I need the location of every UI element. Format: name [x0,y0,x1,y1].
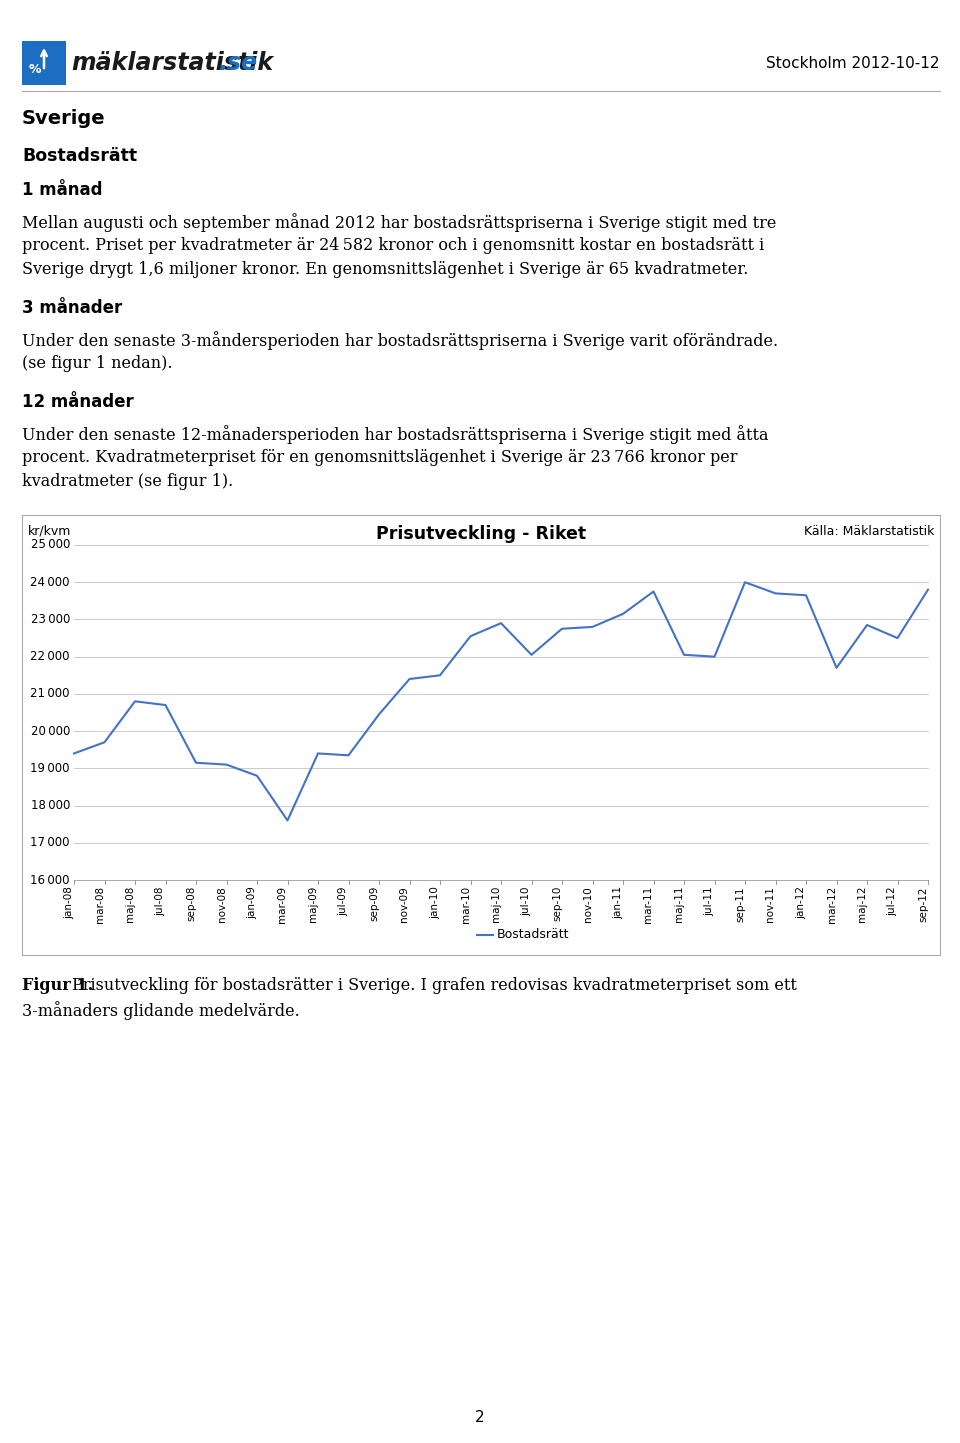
Text: Under den senaste 12-månadersperioden har bostadsrättspriserna i Sverige stigit : Under den senaste 12-månadersperioden ha… [22,426,769,444]
Text: maj-10: maj-10 [491,886,501,922]
Text: Figur 1.: Figur 1. [22,977,93,994]
Text: 23 000: 23 000 [31,613,70,626]
Text: mar-08: mar-08 [94,886,105,924]
Text: 3-månaders glidande medelvärde.: 3-månaders glidande medelvärde. [22,1001,300,1020]
Text: %: % [29,63,41,76]
Text: (se figur 1 nedan).: (se figur 1 nedan). [22,355,173,372]
Text: Stockholm 2012-10-12: Stockholm 2012-10-12 [766,55,940,71]
Text: 19 000: 19 000 [31,762,70,775]
Text: Sverige: Sverige [22,110,106,128]
Text: jan-12: jan-12 [796,886,806,919]
Text: jan-08: jan-08 [64,886,74,919]
Text: Under den senaste 3-måndersperioden har bostadsrättspriserna i Sverige varit ofö: Under den senaste 3-måndersperioden har … [22,330,779,349]
Text: jul-10: jul-10 [521,886,532,915]
Text: sep-11: sep-11 [735,886,745,922]
Text: jan-11: jan-11 [613,886,623,919]
Text: sep-10: sep-10 [552,886,562,922]
Text: maj-11: maj-11 [674,886,684,922]
Text: Prisutveckling - Riket: Prisutveckling - Riket [376,525,586,543]
Text: procent. Priset per kvadratmeter är 24 582 kronor och i genomsnitt kostar en bos: procent. Priset per kvadratmeter är 24 5… [22,237,764,254]
Text: jul-08: jul-08 [156,886,165,915]
Text: mar-09: mar-09 [277,886,287,924]
Text: 3 månader: 3 månader [22,299,122,317]
Text: 21 000: 21 000 [31,687,70,700]
Text: nov-10: nov-10 [583,886,592,922]
Text: kr/kvm: kr/kvm [28,525,71,538]
Text: 22 000: 22 000 [31,651,70,664]
Text: 18 000: 18 000 [31,799,70,812]
Text: sep-09: sep-09 [369,886,379,922]
Text: 12 månader: 12 månader [22,392,133,411]
Text: Prisutveckling för bostadsrätter i Sverige. I grafen redovisas kvadratmeterprise: Prisutveckling för bostadsrätter i Sveri… [72,977,797,994]
Text: jul-12: jul-12 [887,886,898,916]
Text: Bostadsrätt: Bostadsrätt [22,147,137,165]
Text: sep-08: sep-08 [186,886,196,922]
Text: 25 000: 25 000 [31,538,70,551]
Text: mar-10: mar-10 [461,886,470,924]
Text: procent. Kvadratmeterpriset för en genomsnittslägenhet i Sverige är 23 766 krono: procent. Kvadratmeterpriset för en genom… [22,449,737,466]
Text: 2: 2 [475,1410,485,1426]
Text: 20 000: 20 000 [31,724,70,737]
Text: nov-09: nov-09 [399,886,410,922]
Text: 17 000: 17 000 [31,837,70,850]
Text: maj-08: maj-08 [125,886,135,922]
Text: Källa: Mäklarstatistik: Källa: Mäklarstatistik [804,525,934,538]
Text: Bostadsrätt: Bostadsrätt [497,928,569,941]
FancyBboxPatch shape [22,40,66,85]
Text: maj-12: maj-12 [857,886,867,922]
Text: .se: .se [219,51,258,75]
Text: nov-11: nov-11 [765,886,776,922]
Text: mar-11: mar-11 [643,886,654,924]
Text: Sverige drygt 1,6 miljoner kronor. En genomsnittslägenhet i Sverige är 65 kvadra: Sverige drygt 1,6 miljoner kronor. En ge… [22,261,749,278]
Text: jan-09: jan-09 [247,886,257,919]
Text: 16 000: 16 000 [31,873,70,886]
Text: jul-11: jul-11 [705,886,714,916]
Text: jan-10: jan-10 [430,886,440,919]
Text: nov-08: nov-08 [217,886,227,922]
Text: mäklarstatistik: mäklarstatistik [71,51,274,75]
Text: sep-12: sep-12 [918,886,928,922]
Text: 1 månad: 1 månad [22,180,103,199]
Text: mar-12: mar-12 [827,886,836,924]
Text: kvadratmeter (se figur 1).: kvadratmeter (se figur 1). [22,473,233,491]
Text: Mellan augusti och september månad 2012 har bostadsrättspriserna i Sverige stigi: Mellan augusti och september månad 2012 … [22,214,777,232]
Bar [22,515,940,955]
Text: jul-09: jul-09 [339,886,348,915]
Text: 24 000: 24 000 [31,576,70,589]
Text: maj-09: maj-09 [308,886,318,922]
